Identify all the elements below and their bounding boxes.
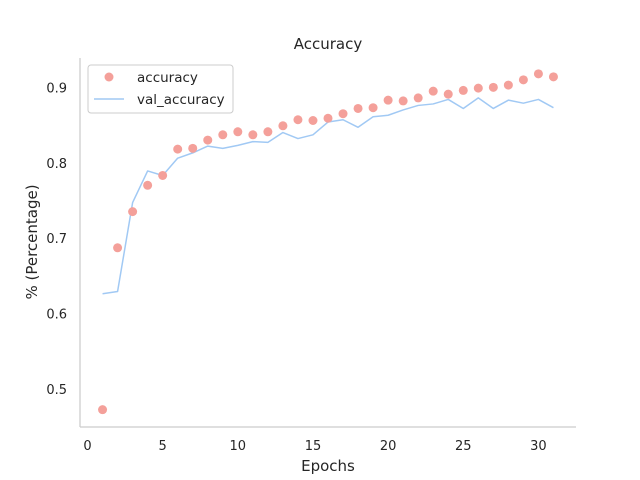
data-point-accuracy (323, 113, 333, 123)
y-tick-labels: 0.5 0.6 0.7 0.8 0.9 (46, 82, 67, 398)
x-axis-label: Epochs (301, 457, 355, 475)
y-tick-label: 0.8 (46, 157, 67, 172)
data-point-accuracy (503, 80, 513, 90)
x-tick-label: 10 (230, 439, 247, 454)
data-point-accuracy (278, 121, 288, 131)
legend-box (87, 64, 234, 114)
x-tick-label: 0 (83, 439, 91, 454)
data-point-accuracy (383, 95, 393, 105)
data-point-accuracy (488, 82, 498, 92)
data-point-accuracy (263, 127, 273, 137)
data-point-accuracy (353, 103, 363, 113)
data-point-accuracy (368, 103, 378, 113)
legend-label-accuracy: accuracy (137, 70, 198, 86)
y-tick-label: 0.9 (46, 82, 67, 97)
chart-title: Accuracy (294, 35, 363, 53)
data-point-accuracy (128, 207, 138, 217)
data-point-accuracy (113, 243, 123, 253)
x-tick-label: 20 (380, 439, 397, 454)
data-point-accuracy (473, 83, 483, 93)
legend-label-val-accuracy: val_accuracy (137, 92, 225, 108)
data-point-accuracy (248, 130, 258, 140)
data-point-accuracy (203, 135, 213, 145)
data-point-accuracy (398, 96, 408, 106)
legend: accuracy val_accuracy (87, 64, 234, 114)
data-point-accuracy (98, 405, 108, 415)
x-tick-label: 15 (305, 439, 322, 454)
x-tick-labels: 0 5 10 15 20 25 30 (83, 439, 546, 454)
data-point-accuracy (428, 86, 438, 96)
y-tick-label: 0.6 (46, 308, 67, 323)
data-point-accuracy (293, 115, 303, 125)
data-point-accuracy (218, 130, 228, 140)
y-axis-label: % (Percentage) (23, 184, 41, 299)
data-point-accuracy (443, 89, 453, 99)
data-point-accuracy (458, 85, 468, 95)
data-point-accuracy (533, 69, 543, 79)
data-point-accuracy (338, 109, 348, 119)
x-tick-label: 5 (159, 439, 167, 454)
data-point-accuracy (308, 116, 318, 126)
data-point-accuracy (233, 127, 243, 137)
y-tick-label: 0.5 (46, 383, 67, 398)
plot-area (98, 69, 558, 415)
data-point-accuracy (188, 143, 198, 153)
data-point-accuracy (158, 170, 168, 180)
data-point-accuracy (143, 180, 153, 190)
data-point-accuracy (413, 93, 423, 103)
data-point-accuracy (548, 72, 558, 82)
x-tick-label: 30 (530, 439, 547, 454)
x-tick-label: 25 (455, 439, 472, 454)
legend-marker-accuracy (104, 72, 114, 82)
y-tick-label: 0.7 (46, 232, 67, 247)
data-point-accuracy (518, 75, 528, 85)
data-point-accuracy (173, 144, 183, 154)
